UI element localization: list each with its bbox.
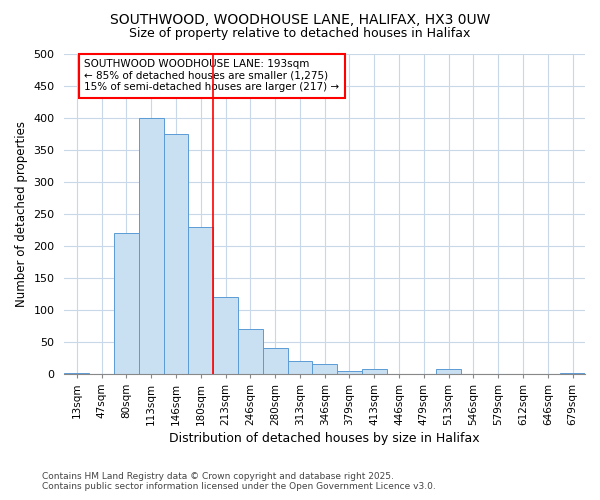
Text: SOUTHWOOD WOODHOUSE LANE: 193sqm
← 85% of detached houses are smaller (1,275)
15: SOUTHWOOD WOODHOUSE LANE: 193sqm ← 85% o… <box>84 59 340 92</box>
Bar <box>560 372 585 374</box>
Bar <box>188 226 213 374</box>
Bar <box>263 348 287 374</box>
Text: Contains HM Land Registry data © Crown copyright and database right 2025.
Contai: Contains HM Land Registry data © Crown c… <box>42 472 436 491</box>
Bar <box>64 372 89 374</box>
Text: Size of property relative to detached houses in Halifax: Size of property relative to detached ho… <box>130 28 470 40</box>
Bar <box>287 361 313 374</box>
Text: SOUTHWOOD, WOODHOUSE LANE, HALIFAX, HX3 0UW: SOUTHWOOD, WOODHOUSE LANE, HALIFAX, HX3 … <box>110 12 490 26</box>
Bar <box>139 118 164 374</box>
Bar <box>337 370 362 374</box>
X-axis label: Distribution of detached houses by size in Halifax: Distribution of detached houses by size … <box>169 432 480 445</box>
Bar <box>238 329 263 374</box>
Bar <box>436 370 461 374</box>
Y-axis label: Number of detached properties: Number of detached properties <box>15 121 28 307</box>
Bar <box>213 297 238 374</box>
Bar <box>362 370 386 374</box>
Bar <box>164 134 188 374</box>
Bar <box>313 364 337 374</box>
Bar <box>114 233 139 374</box>
